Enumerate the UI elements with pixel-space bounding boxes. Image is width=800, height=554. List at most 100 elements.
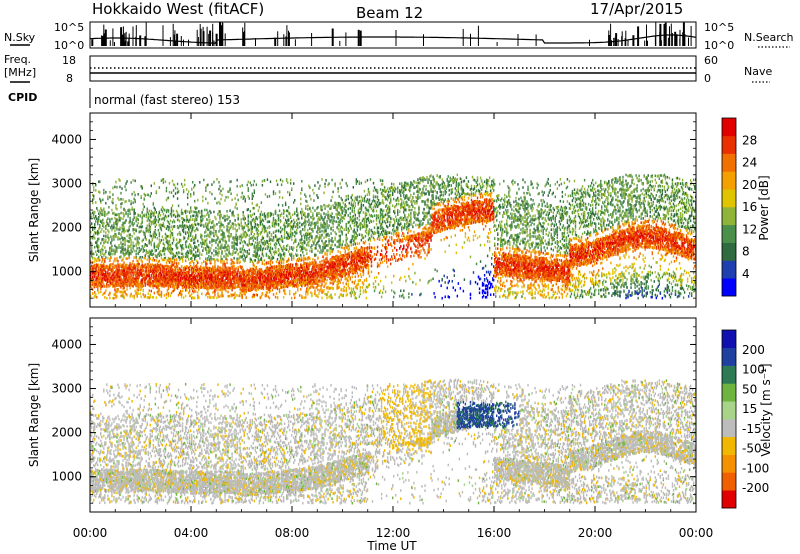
range-gate-cell (162, 207, 165, 211)
range-gate-cell (186, 203, 189, 206)
range-gate-cell (219, 268, 221, 272)
range-gate-cell (182, 230, 185, 234)
range-gate-cell (194, 210, 196, 214)
range-gate-cell (149, 270, 151, 273)
range-gate-cell (209, 231, 211, 234)
range-gate-cell (144, 270, 146, 273)
range-gate-cell (169, 219, 172, 223)
range-gate-cell (157, 292, 160, 295)
range-gate-cell (114, 244, 116, 248)
range-gate-cell (103, 285, 105, 288)
range-gate-cell (116, 257, 118, 260)
range-gate-cell (248, 234, 250, 237)
range-gate-cell (140, 283, 142, 287)
range-gate-cell (245, 288, 247, 292)
range-gate-cell (121, 249, 123, 252)
range-gate-cell (156, 253, 159, 257)
range-gate-cell (205, 225, 207, 228)
range-gate-cell (93, 216, 95, 219)
range-gate-cell (250, 221, 252, 224)
range-gate-cell (193, 238, 195, 241)
range-gate-cell (107, 241, 109, 244)
range-gate-cell (188, 262, 191, 265)
range-gate-cell (189, 233, 192, 236)
range-gate-cell (195, 251, 197, 254)
range-gate-cell (224, 262, 226, 266)
range-gate-cell (148, 219, 150, 222)
range-gate-cell (100, 279, 102, 283)
range-gate-cell (156, 270, 159, 273)
range-gate-cell (150, 269, 153, 273)
range-gate-cell (160, 282, 163, 286)
range-gate-cell (219, 202, 221, 205)
range-gate-cell (116, 185, 118, 189)
range-gate-cell (93, 252, 95, 256)
range-gate-cell (197, 254, 199, 258)
range-gate-cell (105, 227, 107, 231)
range-gate-cell (246, 233, 248, 237)
range-gate-cell (219, 224, 221, 228)
range-gate-cell (127, 209, 129, 212)
range-gate-cell (257, 225, 260, 228)
range-gate-cell (122, 242, 124, 246)
range-gate-cell (180, 212, 183, 216)
range-gate-cell (143, 214, 145, 218)
freq-unit: [MHz] (4, 66, 36, 79)
range-gate-cell (118, 268, 120, 272)
range-gate-cell (201, 209, 203, 213)
range-gate-cell (160, 253, 163, 257)
range-gate-cell (109, 279, 111, 283)
range-gate-cell (155, 249, 158, 252)
range-gate-cell (180, 211, 183, 214)
range-gate-cell (257, 209, 260, 212)
range-gate-cell (116, 295, 118, 298)
range-gate-cell (160, 223, 163, 227)
range-gate-cell (113, 249, 115, 253)
range-gate-cell (205, 260, 207, 264)
range-gate-cell (149, 295, 151, 299)
range-gate-cell (217, 279, 219, 282)
range-gate-cell (151, 211, 154, 214)
range-gate-cell (206, 252, 208, 255)
range-gate-cell (165, 284, 168, 287)
range-gate-cell (116, 218, 118, 222)
range-gate-cell (123, 290, 125, 293)
range-gate-cell (123, 265, 125, 269)
range-gate-cell (136, 241, 138, 244)
range-gate-cell (214, 258, 216, 262)
range-gate-cell (196, 274, 198, 278)
range-gate-cell (218, 250, 220, 254)
range-gate-cell (137, 214, 139, 217)
range-gate-cell (142, 238, 144, 242)
range-gate-cell (137, 282, 139, 286)
range-gate-cell (135, 219, 137, 223)
range-gate-cell (120, 290, 122, 294)
range-gate-cell (128, 268, 130, 271)
range-gate-cell (156, 267, 159, 270)
range-gate-cell (180, 208, 183, 212)
range-gate-cell (207, 257, 209, 260)
range-gate-cell (205, 247, 207, 250)
range-gate-cell (166, 208, 169, 212)
range-gate-cell (104, 268, 106, 272)
range-gate-cell (181, 243, 184, 247)
range-gate-cell (108, 268, 110, 271)
range-gate-cell (146, 250, 148, 254)
range-gate-cell (170, 231, 173, 235)
range-gate-cell (177, 285, 180, 288)
range-gate-cell (142, 208, 144, 211)
range-gate-cell (158, 288, 161, 291)
range-gate-cell (182, 283, 185, 287)
range-gate-cell (92, 265, 94, 268)
range-gate-cell (131, 206, 133, 210)
range-gate-cell (157, 252, 160, 256)
range-gate-cell (100, 282, 102, 286)
range-gate-cell (201, 223, 203, 227)
range-gate-cell (211, 284, 213, 288)
range-gate-cell (172, 275, 175, 279)
range-gate-cell (141, 273, 143, 277)
range-gate-cell (149, 252, 151, 256)
range-gate-cell (216, 276, 218, 279)
range-gate-cell (90, 278, 92, 282)
range-gate-cell (193, 270, 195, 274)
